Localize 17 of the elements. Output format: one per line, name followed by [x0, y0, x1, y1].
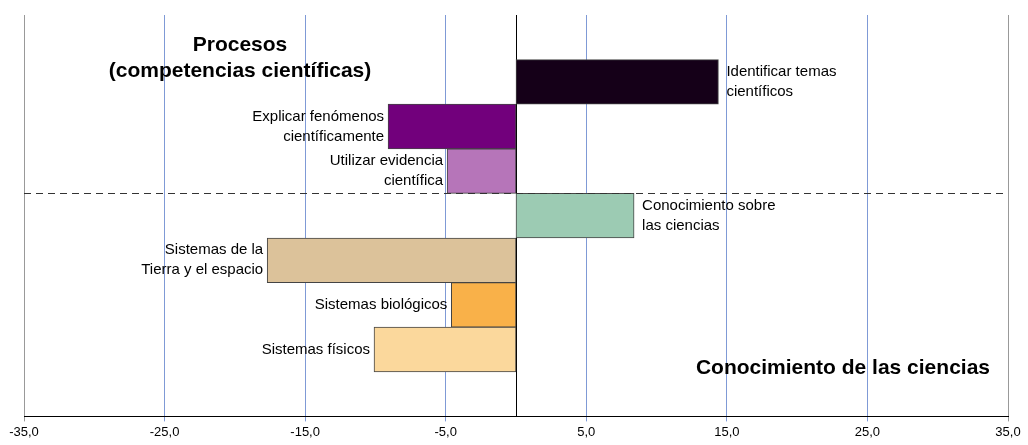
y-tick-label: Sistemas de la Tierra y el espacio [141, 240, 264, 278]
y-tick-label: Identificar temas científicos [726, 62, 837, 100]
annotation: Procesos (competencias científicas) [108, 31, 372, 81]
y-tick-label: Sistemas biológicos [314, 295, 448, 313]
x-tick-label: 25,0 [854, 423, 881, 439]
annotation: Conocimiento de las ciencias [695, 354, 990, 378]
x-tick-label: 15,0 [714, 423, 740, 439]
x-tick-label: -35,0 [9, 423, 39, 439]
y-tick-label: Explicar fenómenos científicamente [252, 106, 385, 144]
x-tick-label: -5,0 [434, 423, 457, 439]
y-tick-label: Sistemas físicos [261, 339, 371, 357]
y-tick-label: Conocimiento sobre las ciencias [642, 195, 776, 233]
x-tick-label: -25,0 [149, 423, 180, 439]
x-tick-label: 5,0 [577, 423, 596, 439]
x-tick-label: -15,0 [290, 423, 320, 439]
x-tick-label: 35,0 [995, 423, 1021, 439]
y-tick-label: Utilizar evidencia científica [329, 151, 444, 189]
